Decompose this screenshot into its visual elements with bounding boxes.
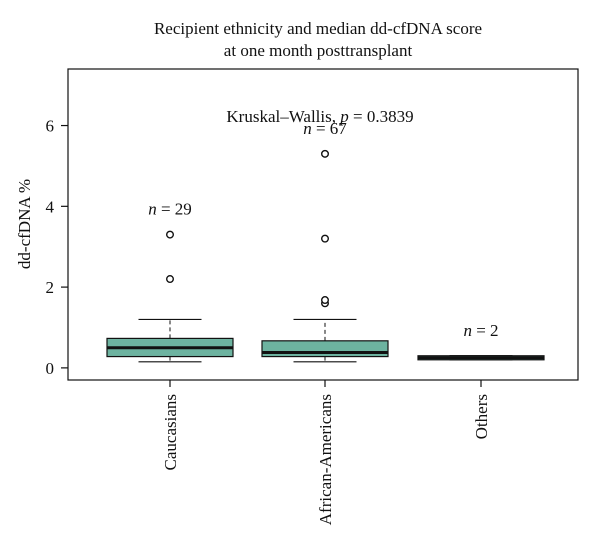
- group-labels: n = 29n = 67n = 2: [148, 119, 498, 340]
- y-tick-label-4: 4: [46, 197, 55, 216]
- outlier-caucasians-1: [165, 275, 174, 284]
- outlier-caucasians-2: [165, 230, 174, 239]
- n-label-caucasians: n = 29: [148, 200, 192, 219]
- outlier-african-americans-2: [321, 296, 330, 305]
- n-symbol-african-americans: n: [303, 119, 312, 138]
- y-axis: 0 2 4 6: [46, 117, 68, 378]
- n-label-african-americans: n = 67: [303, 119, 347, 138]
- x-axis: Caucasians African-Americans Others: [161, 380, 491, 525]
- y-axis-label: dd-cfDNA %: [15, 179, 34, 269]
- boxes: [106, 149, 545, 363]
- x-tick-label-caucasians: Caucasians: [161, 394, 180, 470]
- n-symbol-caucasians: n: [148, 200, 157, 219]
- x-tick-label-others: Others: [472, 394, 491, 439]
- box-african-americans: [261, 340, 389, 358]
- n-value-caucasians: = 29: [157, 200, 192, 219]
- n-value-african-americans: = 67: [312, 119, 348, 138]
- p-symbol: p: [339, 107, 349, 126]
- plot-frame: [67, 68, 579, 381]
- n-symbol-others: n: [463, 321, 472, 340]
- outlier-african-americans-4: [321, 149, 330, 158]
- y-tick-label-2: 2: [46, 278, 55, 297]
- chart-title-line1: Recipient ethnicity and median dd-cfDNA …: [154, 19, 482, 38]
- y-tick-label-0: 0: [46, 359, 55, 378]
- test-name: Kruskal–Wallis,: [226, 107, 340, 126]
- p-value: = 0.3839: [349, 107, 414, 126]
- x-tick-label-african-americans: African-Americans: [316, 394, 335, 525]
- kruskal-wallis-annotation: Kruskal–Wallis, p = 0.3839: [226, 107, 413, 126]
- n-label-others: n = 2: [463, 321, 498, 340]
- n-value-others: = 2: [472, 321, 499, 340]
- chart-title-line2: at one month posttransplant: [224, 41, 413, 60]
- outlier-african-americans-3: [321, 234, 330, 243]
- y-tick-label-6: 6: [46, 117, 55, 136]
